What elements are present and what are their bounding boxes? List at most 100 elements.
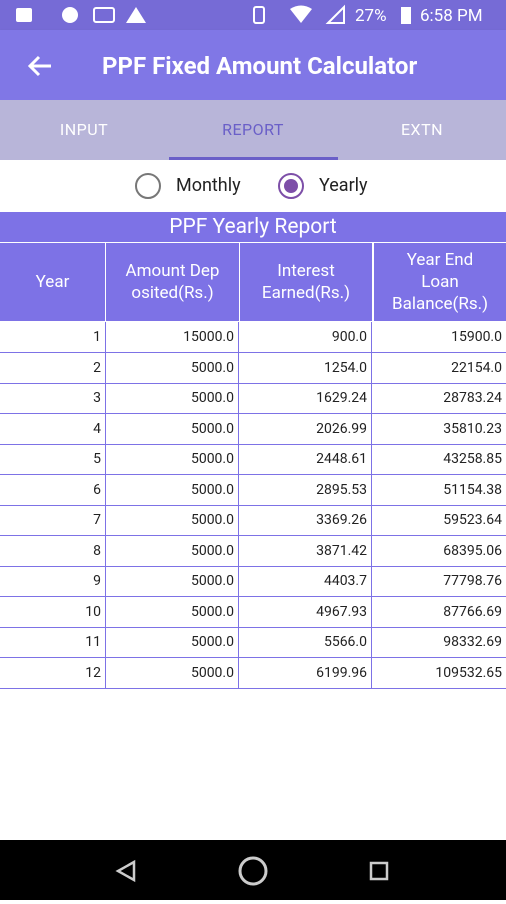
table-cell: 3871.42 — [239, 535, 372, 566]
header-cell: Amount Dep osited(Rs.) — [106, 243, 239, 321]
table-cell: 900.0 — [239, 322, 372, 352]
app-bar: PPF Fixed Amount Calculator — [0, 30, 506, 100]
tab[interactable]: REPORT — [222, 120, 284, 139]
report-title: PPF Yearly Report — [0, 212, 506, 242]
table-cell: 2 — [0, 352, 106, 383]
nav-home[interactable] — [238, 856, 268, 886]
table-cell: 5000.0 — [105, 383, 239, 413]
status-icons-right — [253, 4, 345, 24]
table-cell: 15900.0 — [451, 329, 502, 345]
table-cell: 59523.64 — [443, 512, 502, 528]
table-cell: 5000.0 — [105, 627, 239, 657]
table-cell: 7 — [0, 505, 106, 535]
table-cell: 98332.69 — [443, 634, 502, 650]
table-cell: 5000.0 — [105, 474, 239, 505]
table-cell: 2026.99 — [239, 413, 372, 444]
tab-indicator — [169, 157, 338, 160]
header-text: Year End — [406, 250, 474, 270]
table-cell: 4403.7 — [239, 566, 372, 596]
table-cell: 3 — [0, 383, 106, 413]
table-cell: 22154.0 — [451, 359, 502, 376]
table-cell: 6199.96 — [239, 657, 372, 688]
battery: 27% — [355, 6, 387, 26]
table-row: 7 5000.0 3369.26 59523.64 — [0, 505, 506, 536]
table-cell: 35810.23 — [443, 420, 502, 437]
table-cell: 6 — [0, 474, 106, 505]
table-cell: 4967.93 — [239, 596, 372, 627]
table-cell: 5000.0 — [105, 505, 239, 535]
table-cell: 77798.76 — [443, 573, 502, 589]
table-cell: 12 — [0, 657, 106, 688]
table-row: 3 5000.0 1629.24 28783.24 — [0, 383, 506, 414]
table-row: 11 5000.0 5566.0 98332.69 — [0, 627, 506, 658]
table-cell: 5000.0 — [105, 535, 239, 566]
radio-yearly[interactable] — [276, 171, 306, 201]
table-cell: 2895.53 — [239, 474, 372, 505]
back-button[interactable] — [25, 51, 55, 81]
header-text: osited(Rs.) — [131, 283, 214, 303]
header-cell: Year End Loan Balance(Rs.) — [374, 243, 506, 321]
battery-icon — [401, 7, 411, 24]
table-cell: 109532.65 — [435, 664, 502, 681]
table-cell: 1629.24 — [239, 383, 372, 413]
table-cell: 1 — [0, 322, 106, 352]
table-body: 1 15000.0 900.0 15900.0 2 5000.0 1254.0 22154.0… — [0, 322, 506, 689]
table-cell: 43258.85 — [443, 451, 502, 467]
table-row: 10 5000.0 4967.93 87766.69 — [0, 596, 506, 628]
table-row: 6 5000.0 2895.53 51154.38 — [0, 474, 506, 506]
table-cell: 2448.61 — [239, 444, 372, 474]
header-text: Loan — [421, 272, 459, 292]
table-cell: 5000.0 — [105, 444, 239, 474]
clock: 6:58 PM — [420, 6, 483, 26]
table-cell: 1254.0 — [239, 352, 372, 383]
table-cell: 5000.0 — [105, 413, 239, 444]
table-row: 12 5000.0 6199.96 109532.65 — [0, 657, 506, 689]
table-cell: 5000.0 — [105, 657, 239, 688]
header-text: Interest — [277, 261, 335, 281]
header-text: Balance(Rs.) — [392, 294, 488, 314]
header-text: Year — [35, 272, 70, 292]
radio-monthly[interactable] — [133, 171, 163, 201]
table-cell: 87766.69 — [443, 603, 502, 620]
header-text: Earned(Rs.) — [261, 283, 351, 303]
header-cell: Interest Earned(Rs.) — [240, 243, 372, 321]
table-row: 5 5000.0 2448.61 43258.85 — [0, 444, 506, 475]
table-cell: 5000.0 — [105, 596, 239, 627]
tab-bar: INPUT REPORT EXTN — [0, 100, 506, 160]
header-text: Amount Dep — [125, 261, 220, 281]
table-row: 1 15000.0 900.0 15900.0 — [0, 322, 506, 353]
table-row: 2 5000.0 1254.0 22154.0 — [0, 352, 506, 384]
header-cell: Year — [0, 243, 105, 321]
table-cell: 11 — [0, 627, 106, 657]
table-cell: 5000.0 — [105, 566, 239, 596]
navigation-bar — [0, 840, 506, 900]
nav-buttons — [115, 856, 389, 886]
table-cell: 5000.0 — [105, 352, 239, 383]
tab[interactable]: EXTN — [400, 120, 444, 139]
period-selector: Monthly Yearly — [0, 160, 506, 212]
radio-label[interactable]: Yearly — [319, 175, 368, 196]
tab[interactable]: INPUT — [59, 120, 109, 139]
status-bar: 27% 6:58 PM — [0, 0, 506, 30]
radio-label[interactable]: Monthly — [176, 175, 241, 196]
table-cell: 5566.0 — [239, 627, 372, 657]
status-icons — [16, 7, 146, 23]
nav-back[interactable] — [115, 859, 136, 883]
app-title: PPF Fixed Amount Calculator — [102, 52, 418, 80]
table-header: Year Amount Dep osited(Rs.) Interest Earned(… — [0, 242, 506, 322]
table-cell: 3369.26 — [239, 505, 372, 535]
table-cell: 5 — [0, 444, 106, 474]
table-cell: 51154.38 — [443, 481, 502, 498]
table-cell: 9 — [0, 566, 106, 596]
table-cell: 4 — [0, 413, 106, 444]
table-cell: 10 — [0, 596, 106, 627]
table-cell: 68395.06 — [443, 542, 502, 559]
table-row: 9 5000.0 4403.7 77798.76 — [0, 566, 506, 597]
table-cell: 28783.24 — [443, 390, 502, 406]
table-cell: 8 — [0, 535, 106, 566]
nav-recent[interactable] — [369, 861, 389, 881]
table-cell: 15000.0 — [105, 322, 239, 352]
table-row: 4 5000.0 2026.99 35810.23 — [0, 413, 506, 445]
table-row: 8 5000.0 3871.42 68395.06 — [0, 535, 506, 567]
